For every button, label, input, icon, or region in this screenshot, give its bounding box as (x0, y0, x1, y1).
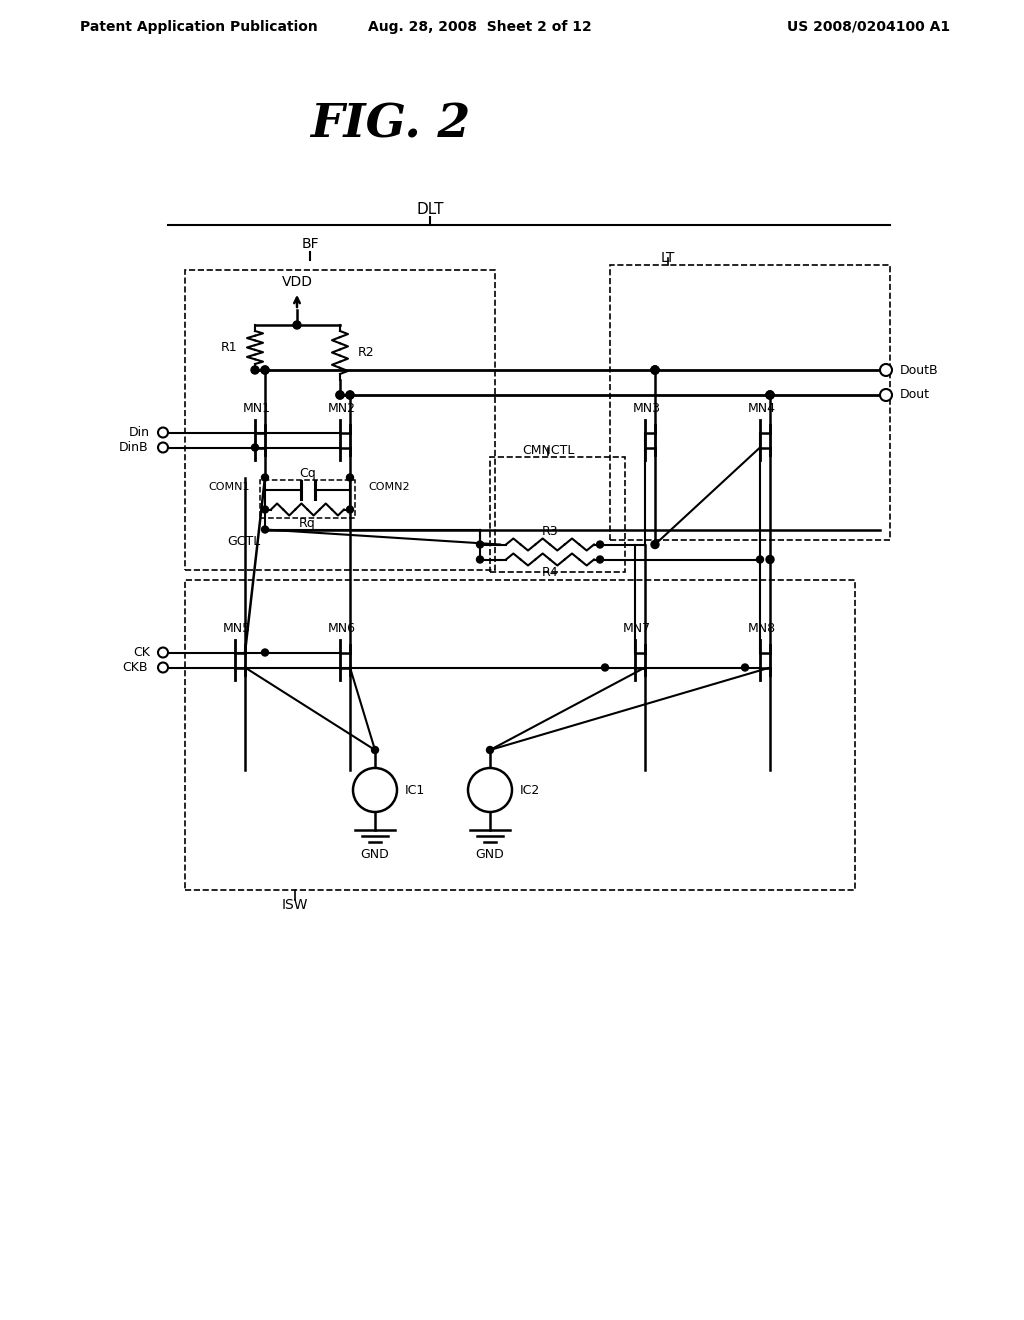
Text: DoutB: DoutB (900, 363, 939, 376)
Circle shape (766, 391, 774, 399)
Text: Rq: Rq (299, 517, 315, 531)
Circle shape (880, 389, 892, 401)
Text: GCTL: GCTL (226, 535, 260, 548)
Circle shape (651, 366, 659, 374)
Text: MN5: MN5 (223, 622, 251, 635)
Text: R4: R4 (542, 566, 558, 579)
Text: LT: LT (660, 251, 675, 265)
Text: Patent Application Publication: Patent Application Publication (80, 20, 317, 34)
Circle shape (353, 768, 397, 812)
Circle shape (261, 474, 268, 480)
Text: GND: GND (475, 847, 505, 861)
Circle shape (372, 747, 379, 754)
Text: CMNCTL: CMNCTL (522, 444, 574, 457)
Circle shape (158, 663, 168, 672)
Text: Dout: Dout (900, 388, 930, 401)
Circle shape (880, 364, 892, 376)
Text: IC2: IC2 (520, 784, 541, 796)
Text: MN4: MN4 (748, 401, 776, 414)
Text: CKB: CKB (123, 661, 148, 675)
Circle shape (251, 366, 259, 374)
Circle shape (336, 391, 344, 399)
Circle shape (261, 366, 269, 374)
Circle shape (597, 556, 603, 564)
Circle shape (158, 648, 168, 657)
Text: MN8: MN8 (748, 622, 776, 635)
Bar (185, 579, 855, 890)
Circle shape (651, 540, 659, 549)
Circle shape (468, 768, 512, 812)
Text: Aug. 28, 2008  Sheet 2 of 12: Aug. 28, 2008 Sheet 2 of 12 (368, 20, 592, 34)
Circle shape (757, 556, 764, 564)
Circle shape (651, 366, 659, 374)
Text: COMN1: COMN1 (209, 483, 250, 492)
Text: BF: BF (301, 238, 318, 251)
Text: IC1: IC1 (406, 784, 425, 796)
Text: MN3: MN3 (633, 401, 662, 414)
Text: MN2: MN2 (328, 401, 356, 414)
Circle shape (346, 391, 354, 399)
Text: COMN2: COMN2 (368, 483, 410, 492)
Circle shape (476, 556, 483, 564)
Text: US 2008/0204100 A1: US 2008/0204100 A1 (786, 20, 950, 34)
Text: CK: CK (133, 645, 150, 659)
Text: GND: GND (360, 847, 389, 861)
Text: R3: R3 (542, 525, 558, 539)
Circle shape (261, 525, 268, 533)
Text: DinB: DinB (119, 441, 148, 454)
Circle shape (766, 391, 774, 399)
Circle shape (261, 506, 268, 513)
Bar (490, 457, 625, 572)
Circle shape (651, 366, 659, 374)
Circle shape (158, 428, 168, 437)
Text: FIG. 2: FIG. 2 (310, 102, 470, 148)
Circle shape (252, 444, 258, 451)
Circle shape (766, 391, 774, 399)
Text: Din: Din (129, 426, 150, 440)
Bar (260, 479, 355, 517)
Text: R2: R2 (358, 346, 375, 359)
Circle shape (741, 664, 749, 671)
Circle shape (261, 366, 269, 374)
Circle shape (601, 664, 608, 671)
Circle shape (766, 556, 774, 564)
Circle shape (336, 391, 344, 399)
Circle shape (346, 474, 353, 480)
Text: DLT: DLT (416, 202, 443, 216)
Bar (185, 271, 495, 570)
Text: MN7: MN7 (623, 622, 651, 635)
Text: Cq: Cq (299, 467, 315, 480)
Circle shape (476, 541, 483, 548)
Circle shape (261, 649, 268, 656)
Circle shape (158, 442, 168, 453)
Text: ISW: ISW (282, 898, 308, 912)
Circle shape (346, 391, 354, 399)
Circle shape (486, 747, 494, 754)
Text: MN6: MN6 (328, 622, 356, 635)
Text: VDD: VDD (282, 275, 312, 289)
Text: MN1: MN1 (243, 401, 271, 414)
Bar (610, 265, 890, 540)
Circle shape (597, 541, 603, 548)
Circle shape (293, 321, 301, 329)
Circle shape (346, 506, 353, 513)
Text: R1: R1 (220, 341, 237, 354)
